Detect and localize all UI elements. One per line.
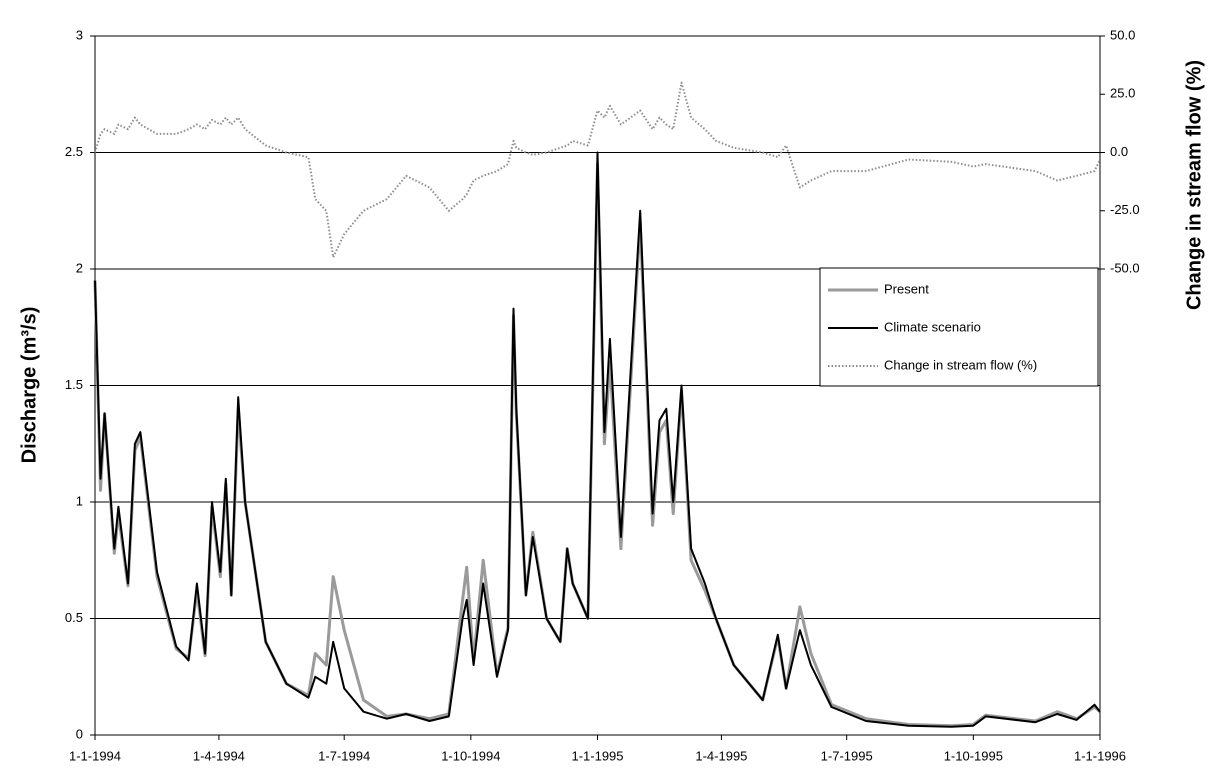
x-tick-label: 1-10-1995 (944, 748, 1003, 763)
x-tick-label: 1-4-1994 (193, 748, 245, 763)
legend-label: Change in stream flow (%) (884, 357, 1037, 372)
x-tick-label: 1-7-1994 (318, 748, 370, 763)
y-tick-label: 2 (76, 260, 83, 275)
y2-tick-label: -50.0 (1110, 260, 1140, 275)
y2-tick-label: -25.0 (1110, 202, 1140, 217)
y-tick-label: 0 (76, 726, 83, 741)
series-line (94, 151, 1101, 728)
x-tick-label: 1-1-1995 (571, 748, 623, 763)
x-tick-label: 1-10-1994 (441, 748, 500, 763)
y2-tick-label: 0.0 (1110, 144, 1128, 159)
legend-label: Present (884, 281, 929, 296)
legend-label: Climate scenario (884, 319, 981, 334)
y-tick-label: 0.5 (65, 610, 83, 625)
series-line (94, 81, 1101, 259)
y2-axis-title: Change in stream flow (%) (1183, 60, 1205, 310)
y-tick-label: 1.5 (65, 377, 83, 392)
y-axis-title: Discharge (m³/s) (18, 307, 40, 464)
plot-frame (94, 35, 1101, 736)
y-tick-label: 2.5 (65, 144, 83, 159)
x-tick-label: 1-1-1996 (1074, 748, 1126, 763)
y-tick-label: 1 (76, 493, 83, 508)
y2-tick-label: 50.0 (1110, 27, 1135, 42)
series-line (93, 162, 1101, 728)
y2-tick-label: 25.0 (1110, 86, 1135, 101)
x-tick-label: 1-1-1994 (69, 748, 121, 763)
y-tick-label: 3 (76, 27, 83, 42)
x-tick-label: 1-7-1995 (821, 748, 873, 763)
x-tick-label: 1-4-1995 (695, 748, 747, 763)
